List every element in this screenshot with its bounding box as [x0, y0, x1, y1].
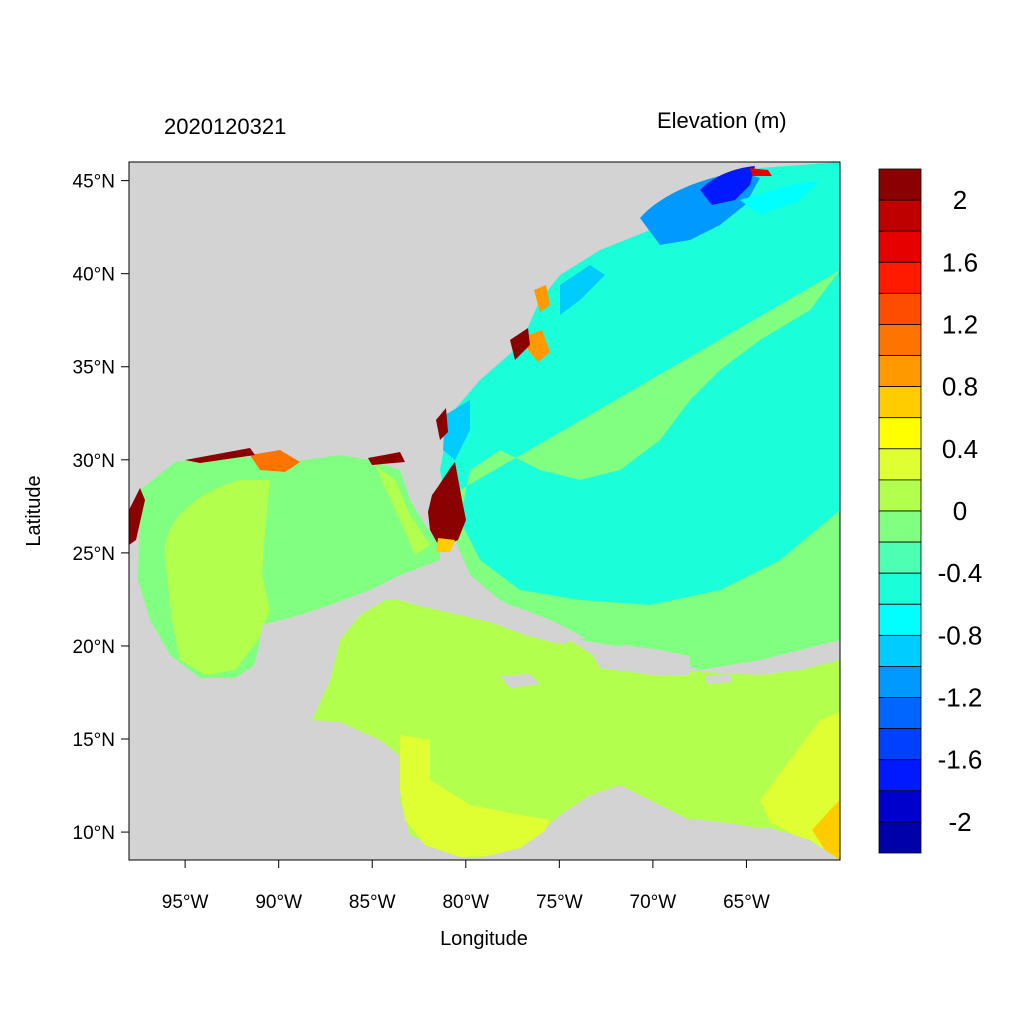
- cuba: [385, 588, 585, 644]
- west-florida-shelf: [375, 465, 430, 555]
- florida-keys-surge: [436, 538, 455, 552]
- colorbar-swatch: [878, 666, 922, 698]
- y-tick-label: 45°N: [73, 172, 115, 193]
- x-tick-label: 85°W: [349, 892, 396, 913]
- colorbar-swatch: [878, 634, 922, 667]
- colorbar-label: 2: [953, 185, 967, 215]
- colorbar-swatch: [878, 541, 922, 574]
- colorbar: 2 1.6 1.2 0.8 0.4 0 -0.4 -0.8 -1.2 -1.6 -2: [878, 168, 983, 854]
- south-florida-surge: [428, 462, 466, 548]
- map-plot: [129, 162, 840, 860]
- y-tick-label: 25°N: [73, 544, 115, 565]
- colorbar-label: 1.6: [942, 247, 978, 277]
- colorbar-swatch: [878, 603, 922, 636]
- georgia-coast-edge: [436, 408, 448, 440]
- plot-frame: [128, 161, 841, 861]
- georges-band: [740, 180, 820, 215]
- y-tick-label: 20°N: [73, 637, 115, 658]
- colorbar-swatch: [878, 821, 922, 854]
- louisiana-coast-surge: [250, 450, 300, 472]
- x-axis-label: Longitude: [440, 928, 528, 950]
- colorbar-swatch: [878, 759, 922, 792]
- jamaica: [500, 674, 540, 688]
- louisiana-coast-edge: [185, 448, 255, 463]
- colorbar-label: 1.2: [942, 309, 978, 339]
- map-title: Elevation (m): [657, 108, 787, 133]
- colorbar-label: -0.8: [938, 620, 983, 650]
- colorbar-swatch: [878, 790, 922, 823]
- atlantic-south-band: [455, 270, 840, 670]
- colorbar-label: -0.4: [938, 558, 983, 588]
- x-tick-label: 70°W: [630, 892, 677, 913]
- date-label: 2020120321: [164, 114, 286, 139]
- south-america: [470, 788, 840, 860]
- puerto-rico: [705, 674, 732, 684]
- colorbar-label: -2: [948, 807, 971, 837]
- colorbar-swatch: [878, 292, 922, 325]
- hispaniola: [590, 645, 690, 676]
- y-tick-label: 35°N: [73, 358, 115, 379]
- colorbar-swatch: [878, 355, 922, 388]
- x-tick-label: 90°W: [255, 892, 302, 913]
- colorbar-label: 0.4: [942, 434, 978, 464]
- central-america: [129, 720, 410, 860]
- y-axis-label: Latitude: [23, 475, 45, 546]
- colorbar-label: 0: [953, 496, 967, 526]
- colorbar-label: -1.2: [938, 683, 983, 713]
- colorbar-swatch: [878, 230, 922, 263]
- colorbar-swatch: [878, 510, 922, 543]
- colorbar-swatch: [878, 572, 922, 605]
- colombia-basin-high: [400, 735, 550, 857]
- mid-atlantic-shelf: [560, 265, 605, 315]
- y-tick-label: 30°N: [73, 451, 115, 472]
- southeast-corner-max: [812, 800, 840, 860]
- nova-scotia-tip: [750, 168, 772, 176]
- x-axis: 95°W 90°W 85°W 80°W 75°W 70°W 65°W: [162, 860, 770, 913]
- x-tick-label: 80°W: [442, 892, 489, 913]
- y-tick-label: 10°N: [73, 823, 115, 844]
- colorbar-swatch: [878, 324, 922, 356]
- panhandle-coast-surge: [368, 452, 405, 465]
- colorbar-label: 0.8: [942, 372, 978, 402]
- carolina-coast-edge: [510, 328, 530, 360]
- x-tick-label: 65°W: [723, 892, 770, 913]
- gulf-of-maine-deep: [700, 166, 755, 205]
- colorbar-swatch: [878, 728, 922, 761]
- colorbar-swatch: [878, 697, 922, 730]
- x-tick-label: 95°W: [162, 892, 209, 913]
- colorbar-label: -1.6: [938, 745, 983, 775]
- mexico-east: [129, 590, 260, 718]
- colorbar-swatch: [878, 386, 922, 419]
- colorbar-swatch: [878, 168, 922, 201]
- carolina-sounds-surge: [528, 330, 550, 362]
- y-axis: 45°N 40°N 35°N 30°N 25°N 20°N 15°N 10°N: [73, 172, 129, 844]
- y-tick-label: 40°N: [73, 265, 115, 286]
- colorbar-swatch: [878, 448, 922, 481]
- colorbar-swatch: [878, 261, 922, 294]
- southeast-shelf-low: [443, 400, 470, 460]
- y-tick-label: 15°N: [73, 730, 115, 751]
- chesapeake-surge: [534, 285, 550, 312]
- gulf-loop-current: [164, 480, 270, 675]
- texas-coast-surge: [129, 488, 145, 545]
- yucatan: [250, 610, 340, 720]
- colorbar-swatch: [878, 417, 922, 450]
- colorbar-swatch: [878, 479, 922, 512]
- colorbar-swatch: [878, 199, 922, 232]
- x-tick-label: 75°W: [536, 892, 583, 913]
